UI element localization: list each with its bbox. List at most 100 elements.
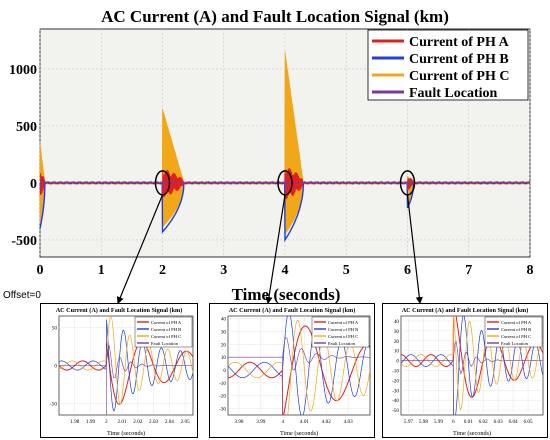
zoom-x-tick: 2 bbox=[105, 419, 108, 425]
zoom-x-tick: 4.03 bbox=[344, 419, 353, 425]
legend-label: Fault Location bbox=[409, 86, 497, 101]
y-tick-label: 500 bbox=[16, 120, 37, 135]
zoom-x-tick: 3.98 bbox=[234, 419, 243, 425]
zoom-x-tick: 2.01 bbox=[118, 419, 127, 425]
zoom-x-tick: 1.99 bbox=[86, 419, 95, 425]
zoom-legend-label: Fault Location bbox=[328, 341, 356, 346]
y-tick-label: 0 bbox=[30, 177, 37, 192]
zoom-x-label: Time (seconds) bbox=[107, 430, 145, 437]
zoom-arrow bbox=[265, 194, 286, 303]
zoom-panel-t6: AC Current (A) and Fault Location Signal… bbox=[382, 303, 548, 438]
x-tick-label: 7 bbox=[465, 263, 472, 278]
zoom-x-label: Time (seconds) bbox=[453, 430, 491, 437]
zoom-y-tick: -50 bbox=[392, 408, 399, 414]
zoom-x-tick: 6.03 bbox=[494, 419, 503, 425]
zoom-series-fault-location bbox=[401, 340, 543, 415]
zoom-y-tick: -50 bbox=[50, 402, 57, 408]
legend-label: Current of PH A bbox=[409, 35, 510, 50]
zoom-legend-label: Current of PH A bbox=[328, 320, 359, 325]
zoom-panel-t2: AC Current (A) and Fault Location Signal… bbox=[40, 303, 198, 438]
zoom-series-ph-a bbox=[401, 316, 543, 398]
zoom-legend-label: Current of PH C bbox=[151, 334, 181, 339]
series-fault-location bbox=[39, 178, 530, 190]
zoom-series-ph-c bbox=[401, 316, 543, 410]
x-tick-label: 4 bbox=[282, 263, 289, 278]
series-ph-b bbox=[39, 180, 531, 243]
zoom-y-tick: 0 bbox=[54, 364, 57, 370]
zoom-y-tick: 0 bbox=[223, 368, 226, 374]
zoom-x-tick: 6.05 bbox=[524, 419, 533, 425]
zoom-series-group bbox=[59, 316, 193, 415]
zoom-y-tick: 50 bbox=[52, 325, 58, 331]
zoom-y-tick: -30 bbox=[219, 407, 226, 413]
x-tick-label: 3 bbox=[220, 263, 227, 278]
zoom-legend-label: Current of PH B bbox=[151, 327, 181, 332]
zoom-annotations bbox=[116, 170, 423, 303]
zoom-x-tick: 4 bbox=[281, 419, 284, 425]
zoom-x-tick: 6.02 bbox=[479, 419, 488, 425]
zoom-legend-label: Fault Location bbox=[151, 341, 179, 346]
zoom-y-tick: 40 bbox=[394, 319, 400, 325]
zoom-title: AC Current (A) and Fault Location Signal… bbox=[229, 307, 356, 314]
zoom-y-tick: 10 bbox=[394, 349, 400, 355]
legend-label: Current of PH C bbox=[409, 69, 509, 84]
zoom-series-ph-c bbox=[228, 319, 370, 415]
zoom-title: AC Current (A) and Fault Location Signal… bbox=[56, 307, 183, 314]
zoom-x-tick: 4.02 bbox=[322, 419, 331, 425]
zoom-series-ph-b bbox=[59, 319, 193, 412]
zoom-chart-t4: AC Current (A) and Fault Location Signal… bbox=[219, 307, 371, 437]
legend: Current of PH A Current of PH B Current of… bbox=[367, 29, 529, 101]
x-tick-label: 1 bbox=[98, 263, 105, 278]
zoom-y-tick: -10 bbox=[392, 368, 399, 374]
x-axis-label: Time (seconds) bbox=[232, 285, 341, 303]
zoom-y-tick: -30 bbox=[392, 388, 399, 394]
chart-title: AC Current (A) and Fault Location Signal… bbox=[101, 7, 449, 26]
zoom-series-ph-b bbox=[228, 316, 370, 415]
zoom-y-tick: 40 bbox=[221, 317, 227, 323]
zoom-x-tick: 6 bbox=[452, 419, 455, 425]
zoom-y-tick: 30 bbox=[221, 329, 227, 335]
x-tick-label: 0 bbox=[37, 263, 44, 278]
zoom-x-tick: 5.97 bbox=[404, 419, 413, 425]
zoom-x-tick: 1.98 bbox=[70, 419, 79, 425]
legend-label: Current of PH B bbox=[409, 52, 509, 67]
x-tick-label: 5 bbox=[343, 263, 350, 278]
zoom-x-tick: 5.99 bbox=[434, 419, 443, 425]
zoom-series-fault-location bbox=[59, 344, 193, 415]
y-tick-label: -500 bbox=[11, 234, 37, 249]
zoom-y-tick: 10 bbox=[221, 355, 227, 361]
zoom-series-group bbox=[228, 316, 370, 415]
zoom-y-tick: 30 bbox=[394, 329, 400, 335]
main-chart: AC Current (A) and Fault Location Signal… bbox=[9, 7, 534, 303]
zoom-y-tick: -20 bbox=[392, 378, 399, 384]
zoom-legend-label: Current of PH A bbox=[151, 320, 182, 325]
zoom-series-fault-location bbox=[228, 337, 370, 415]
zoom-y-tick: -20 bbox=[219, 394, 226, 400]
x-tick-label: 8 bbox=[527, 263, 534, 278]
zoom-legend-label: Current of PH C bbox=[501, 334, 531, 339]
zoom-y-tick: -10 bbox=[219, 381, 226, 387]
zoom-series-ph-a bbox=[228, 325, 370, 415]
zoom-chart-t2: AC Current (A) and Fault Location Signal… bbox=[50, 307, 194, 437]
zoom-y-tick: 20 bbox=[394, 339, 400, 345]
zoom-legend-label: Current of PH C bbox=[328, 334, 358, 339]
zoom-y-tick: 0 bbox=[396, 359, 399, 365]
y-tick-label: 1000 bbox=[9, 63, 37, 78]
zoom-panel-t4: AC Current (A) and Fault Location Signal… bbox=[209, 303, 375, 438]
zoom-chart-t6: AC Current (A) and Fault Location Signal… bbox=[392, 307, 544, 437]
zoom-legend-label: Current of PH B bbox=[501, 327, 531, 332]
zoom-x-tick: 6.01 bbox=[464, 419, 473, 425]
zoom-x-tick: 3.99 bbox=[256, 419, 265, 425]
x-tick-label: 6 bbox=[404, 263, 411, 278]
offset-label: Offset=0 bbox=[3, 290, 41, 301]
zoom-x-tick: 2.02 bbox=[133, 419, 142, 425]
zoom-series-ph-a bbox=[59, 341, 193, 405]
series-group bbox=[39, 51, 531, 243]
zoom-legend-label: Current of PH A bbox=[501, 320, 532, 325]
zoom-x-tick: 2.03 bbox=[149, 419, 158, 425]
zoom-legend-label: Current of PH B bbox=[328, 327, 358, 332]
zoom-y-tick: 20 bbox=[221, 342, 227, 348]
x-tick-label: 2 bbox=[159, 263, 166, 278]
zoom-x-tick: 2.05 bbox=[181, 419, 190, 425]
